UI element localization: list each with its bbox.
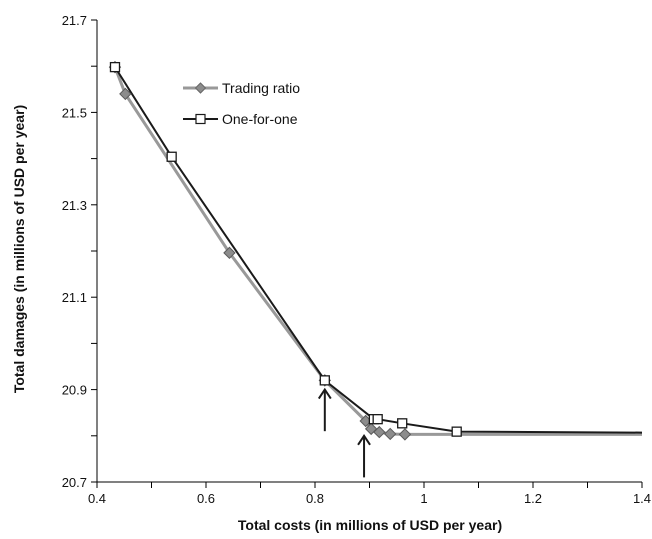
legend: Trading ratio One-for-one bbox=[183, 80, 300, 127]
series-line-trading-ratio bbox=[113, 66, 642, 436]
data-point-one-for-one bbox=[397, 418, 408, 429]
data-point-one-for-one bbox=[109, 61, 121, 73]
legend-label-one-for-one: One-for-one bbox=[222, 111, 298, 127]
annotation-arrow-head bbox=[317, 387, 332, 400]
legend-marker-one-for-one bbox=[195, 113, 206, 125]
data-point-trading-ratio bbox=[373, 425, 386, 439]
annotation-arrow-head bbox=[357, 433, 371, 446]
legend-label-trading-ratio: Trading ratio bbox=[222, 80, 300, 96]
y-tick-label: 21.1 bbox=[62, 290, 87, 305]
plot-area: 0.4 0.6 0.8 1 1.2 1.4 20.7 20.9 21.1 21.3 21.5 21.7 bbox=[62, 13, 651, 506]
legend-entry-trading-ratio: Trading ratio bbox=[183, 80, 300, 96]
series-line-one-for-one bbox=[114, 66, 643, 434]
data-point-trading-ratio bbox=[398, 428, 412, 441]
legend-marker-trading-ratio bbox=[194, 82, 207, 94]
y-tick-label: 21.3 bbox=[62, 198, 87, 213]
x-tick-label: 0.6 bbox=[197, 491, 215, 506]
y-tick-label: 20.9 bbox=[62, 383, 87, 398]
data-point-one-for-one bbox=[451, 426, 462, 437]
y-axis-label: Total damages (in millions of USD per ye… bbox=[11, 105, 27, 393]
x-tick-label: 0.8 bbox=[306, 491, 324, 506]
x-axis-label: Total costs (in millions of USD per year… bbox=[238, 517, 502, 533]
y-tick-label: 21.5 bbox=[62, 105, 87, 120]
legend-entry-one-for-one: One-for-one bbox=[183, 111, 298, 127]
x-tick-label: 1 bbox=[420, 491, 427, 506]
y-tick-label: 21.7 bbox=[62, 13, 87, 28]
x-tick-label: 1.4 bbox=[633, 491, 651, 506]
y-tick-label: 20.7 bbox=[62, 475, 87, 490]
data-point-one-for-one bbox=[319, 375, 330, 386]
data-point-trading-ratio bbox=[119, 87, 132, 101]
data-point-one-for-one bbox=[372, 414, 383, 425]
x-tick-label: 1.2 bbox=[524, 491, 542, 506]
data-point-one-for-one bbox=[166, 151, 177, 162]
x-tick-label: 0.4 bbox=[88, 491, 106, 506]
data-point-trading-ratio bbox=[384, 427, 397, 441]
data-point-trading-ratio bbox=[223, 246, 236, 260]
